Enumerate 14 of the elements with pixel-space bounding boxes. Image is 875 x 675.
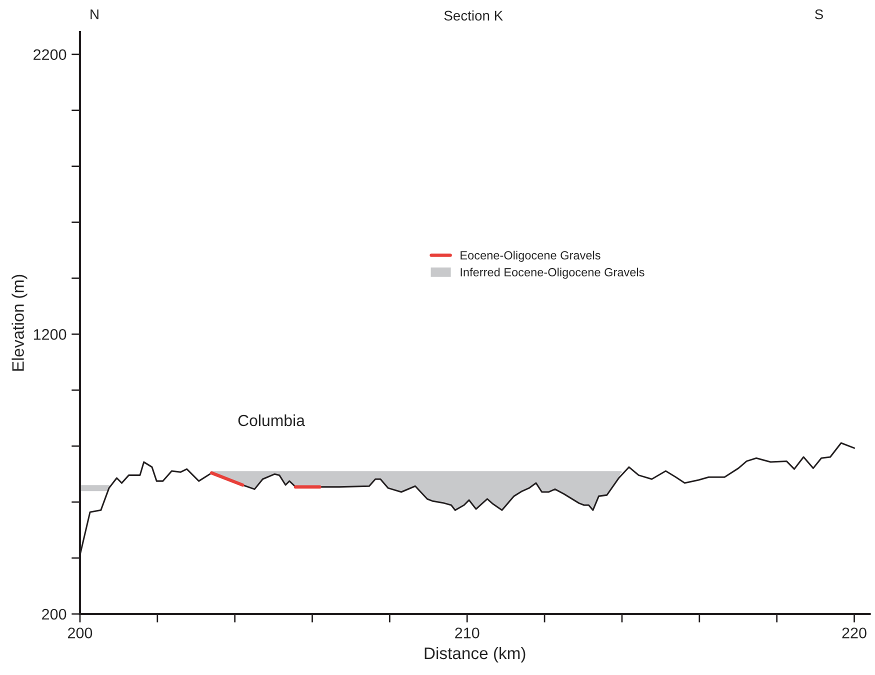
x-tick-label: 220 bbox=[842, 628, 866, 638]
y-tick-label: 200 bbox=[42, 608, 66, 620]
y-tick-label: 2200 bbox=[34, 49, 66, 60]
legend-label: Inferred Eocene-Oligocene Gravels bbox=[460, 268, 644, 279]
x-axis-title: Distance (km) bbox=[424, 646, 526, 662]
y-tick-label: 1200 bbox=[34, 329, 66, 340]
chart-title: Section K bbox=[444, 10, 503, 21]
x-tick-label: 210 bbox=[455, 628, 480, 638]
legend-label: Eocene-Oligocene Gravels bbox=[460, 250, 600, 262]
text: S bbox=[815, 9, 823, 20]
annotation: Columbia bbox=[238, 414, 305, 426]
x-tick-label: 200 bbox=[68, 628, 92, 638]
y-axis-title: Elevation (m) bbox=[12, 274, 28, 371]
text: N bbox=[90, 10, 98, 20]
